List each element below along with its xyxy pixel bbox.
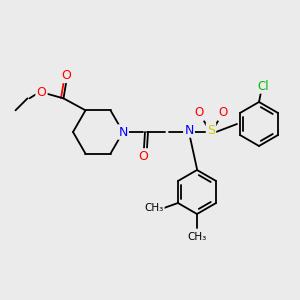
Text: Cl: Cl — [257, 80, 269, 92]
Text: O: O — [138, 149, 148, 163]
Text: N: N — [184, 124, 194, 136]
Text: N: N — [118, 125, 128, 139]
Text: CH₃: CH₃ — [144, 203, 164, 213]
Text: O: O — [194, 106, 204, 119]
Text: O: O — [37, 86, 46, 99]
Text: S: S — [207, 124, 215, 136]
Text: CH₃: CH₃ — [188, 232, 207, 242]
Text: O: O — [218, 106, 228, 119]
Text: O: O — [61, 69, 71, 82]
